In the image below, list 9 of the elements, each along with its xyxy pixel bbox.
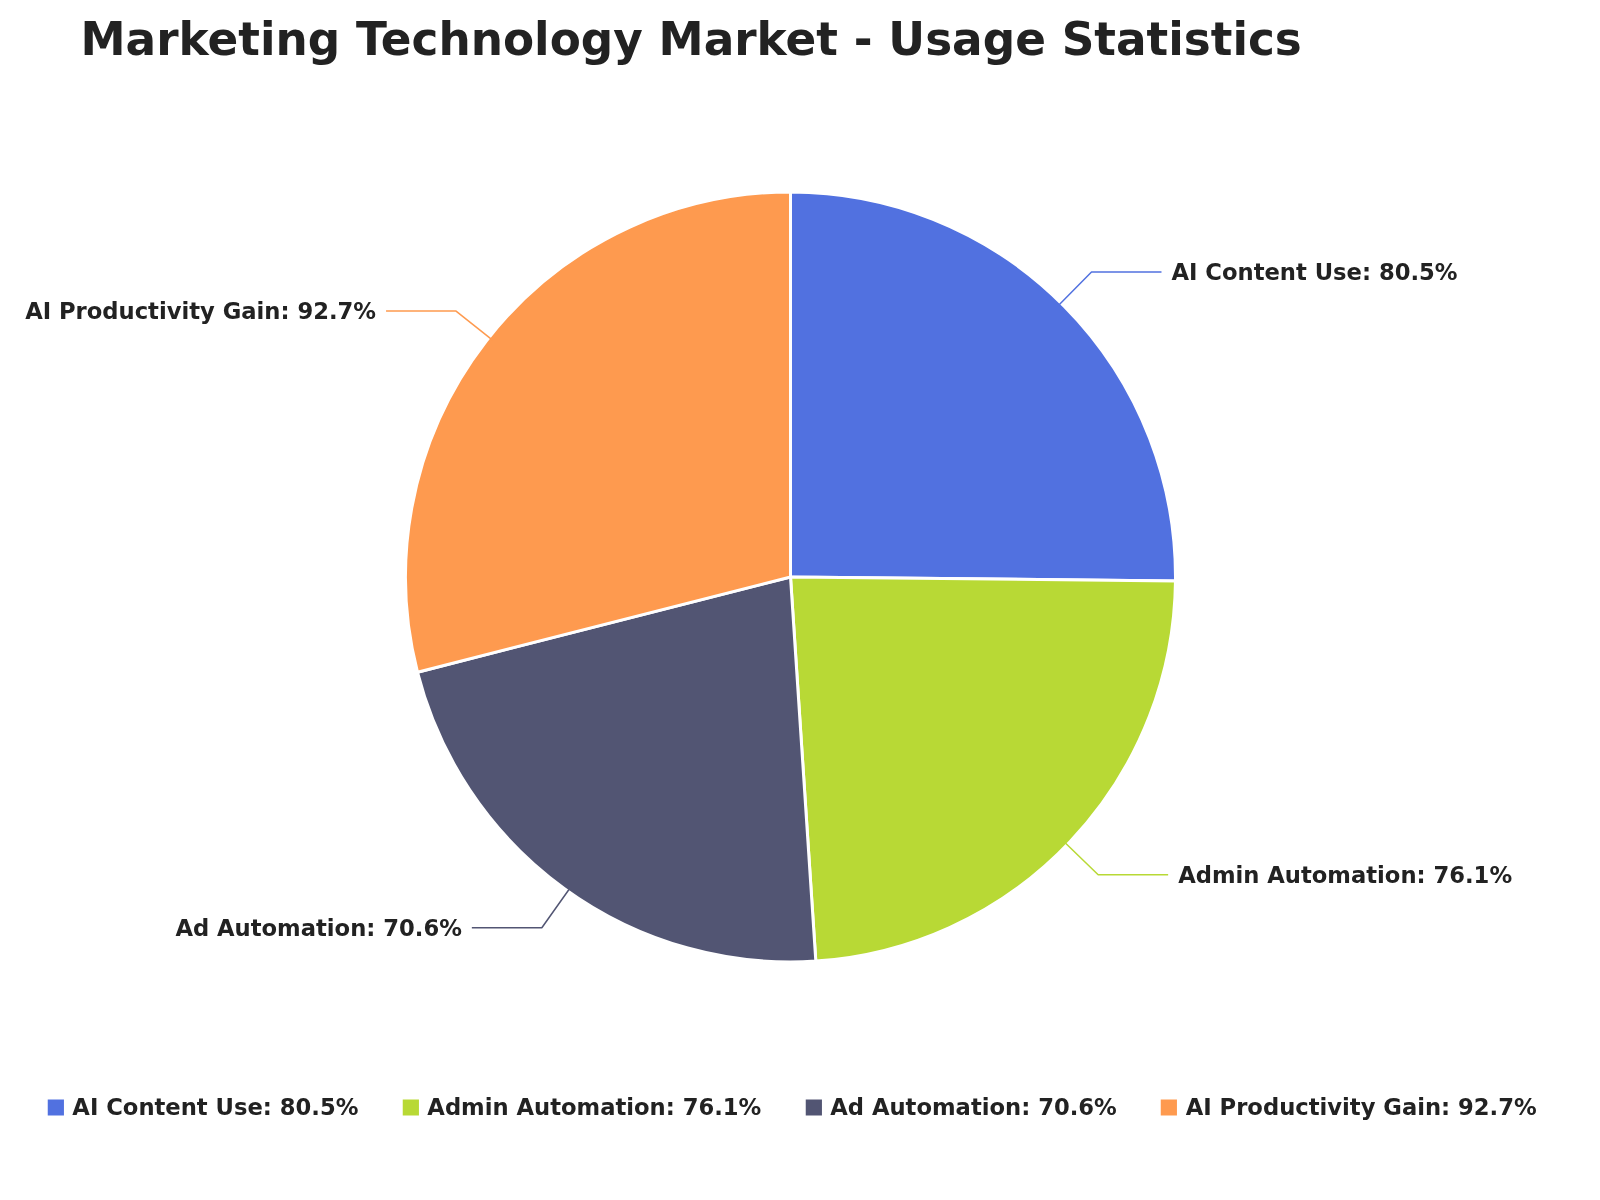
- slice-label: Ad Automation: 70.6%: [175, 914, 462, 941]
- slice-label: Admin Automation: 76.1%: [1178, 861, 1513, 888]
- legend-label: Admin Automation: 76.1%: [427, 1094, 762, 1120]
- legend-label: AI Content Use: 80.5%: [72, 1094, 359, 1120]
- legend-label: AI Productivity Gain: 92.7%: [1185, 1094, 1537, 1120]
- legend-label: Ad Automation: 70.6%: [830, 1094, 1117, 1120]
- slice-label: AI Content Use: 80.5%: [1171, 259, 1458, 286]
- chart-title: Marketing Technology Market - Usage Statistics: [80, 12, 1302, 66]
- slice-label: AI Productivity Gain: 92.7%: [25, 298, 377, 325]
